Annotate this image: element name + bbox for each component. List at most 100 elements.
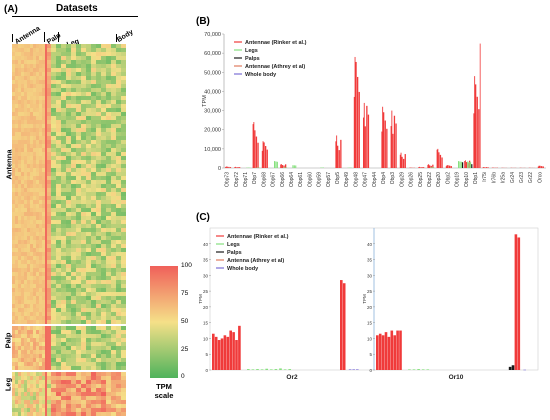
heatmap-cell — [116, 80, 121, 85]
heatmap-cell — [18, 330, 21, 335]
bar-antennae-rinker — [337, 145, 339, 168]
heatmap-cell — [66, 244, 71, 249]
heatmap-cell — [101, 312, 106, 317]
heatmap-cell — [12, 232, 15, 237]
heatmap-cell — [18, 392, 21, 397]
heatmap-cell — [96, 268, 101, 273]
heatmap-cell — [56, 404, 61, 409]
heatmap-cell — [39, 128, 42, 133]
heatmap-cell — [56, 312, 61, 317]
heatmap-cell — [47, 384, 51, 389]
heatmap-cell — [96, 380, 101, 385]
heatmap-cell — [12, 152, 15, 157]
heatmap-cell — [116, 176, 121, 181]
heatmap-cell — [66, 80, 71, 85]
heatmap-cell — [47, 56, 51, 61]
heatmap-cell — [51, 408, 56, 413]
heatmap-cell — [18, 144, 21, 149]
heatmap-cell — [12, 192, 15, 197]
heatmap-cell — [42, 192, 45, 197]
heatmap-cell — [47, 208, 51, 213]
heatmap-cell — [33, 200, 36, 205]
heatmap-cell — [15, 292, 18, 297]
heatmap-cell — [56, 124, 61, 129]
heatmap-cell — [47, 320, 51, 325]
heatmap-cell — [91, 116, 96, 121]
heatmap-cell — [15, 372, 18, 377]
heatmap-cell — [101, 68, 106, 73]
heatmap-cell — [86, 68, 91, 73]
heatmap-cell — [76, 232, 81, 237]
heatmap-cell — [47, 52, 51, 57]
heatmap-cell — [21, 330, 24, 335]
heatmap-cell — [24, 260, 27, 265]
heatmap-cell — [91, 48, 96, 53]
heatmap-cell — [86, 144, 91, 149]
heatmap-cell — [39, 68, 42, 73]
heatmap-cell — [30, 330, 33, 335]
heatmap-cell — [18, 168, 21, 173]
heatmap-cell — [12, 56, 15, 61]
bar-antennae-rinker — [358, 91, 360, 168]
heatmap-cell — [71, 216, 76, 221]
heatmap-cell — [61, 272, 66, 277]
heatmap-cell — [91, 204, 96, 209]
heatmap-cell — [24, 124, 27, 129]
heatmap-cell — [71, 404, 76, 409]
heatmap-cell — [111, 296, 116, 301]
heatmap-cell — [33, 240, 36, 245]
x-tick-label: Obp72 — [234, 172, 240, 187]
heatmap-cell — [91, 108, 96, 113]
heatmap-cell — [111, 350, 116, 355]
heatmap-cell — [45, 196, 47, 201]
heatmap-cell — [30, 160, 33, 165]
heatmap-cell — [76, 376, 81, 381]
heatmap-cell — [101, 204, 106, 209]
heatmap-cell — [33, 362, 36, 367]
heatmap-cell — [30, 380, 33, 385]
x-tick-label: Obp26 — [409, 172, 415, 187]
heatmap-cell — [81, 100, 86, 105]
heatmap-cell — [106, 412, 111, 416]
heatmap-cell — [106, 156, 111, 161]
heatmap-cell — [101, 392, 106, 397]
col-divider — [116, 34, 117, 42]
bar-antennae-rinker — [450, 166, 452, 168]
heatmap-cell — [47, 96, 51, 101]
heatmap-cell — [116, 144, 121, 149]
heatmap-cell — [56, 308, 61, 313]
heatmap-cell — [42, 216, 45, 221]
heatmap-cell — [66, 392, 71, 397]
heatmap-cell — [111, 204, 116, 209]
heatmap-cell — [18, 224, 21, 229]
heatmap-cell — [111, 44, 116, 49]
heatmap-cell — [12, 260, 15, 265]
heatmap-cell — [91, 192, 96, 197]
heatmap-cell — [33, 176, 36, 181]
heatmap-cell — [30, 44, 33, 49]
heatmap-cell — [47, 72, 51, 77]
heatmap-cell — [36, 152, 39, 157]
heatmap-cell — [45, 232, 47, 237]
heatmap-cell — [91, 120, 96, 125]
heatmap-cell — [47, 64, 51, 69]
heatmap-cell — [106, 128, 111, 133]
heatmap-cell — [61, 346, 66, 351]
heatmap-cell — [15, 120, 18, 125]
heatmap-cell — [121, 92, 126, 97]
heatmap-cell — [116, 296, 121, 301]
bar-whole-body — [523, 369, 526, 371]
heatmap-cell — [101, 292, 106, 297]
heatmap-cell — [106, 220, 111, 225]
y-tick-label: 5 — [205, 352, 208, 357]
heatmap-cell — [45, 252, 47, 257]
heatmap-cell — [21, 112, 24, 117]
heatmap-cell — [30, 196, 33, 201]
heatmap-cell — [24, 358, 27, 363]
heatmap-cell — [18, 216, 21, 221]
bar-antennae-athrey — [342, 283, 346, 370]
heatmap-cell — [101, 200, 106, 205]
heatmap-cell — [101, 76, 106, 81]
heatmap-cell — [30, 100, 33, 105]
heatmap-cell — [56, 400, 61, 405]
